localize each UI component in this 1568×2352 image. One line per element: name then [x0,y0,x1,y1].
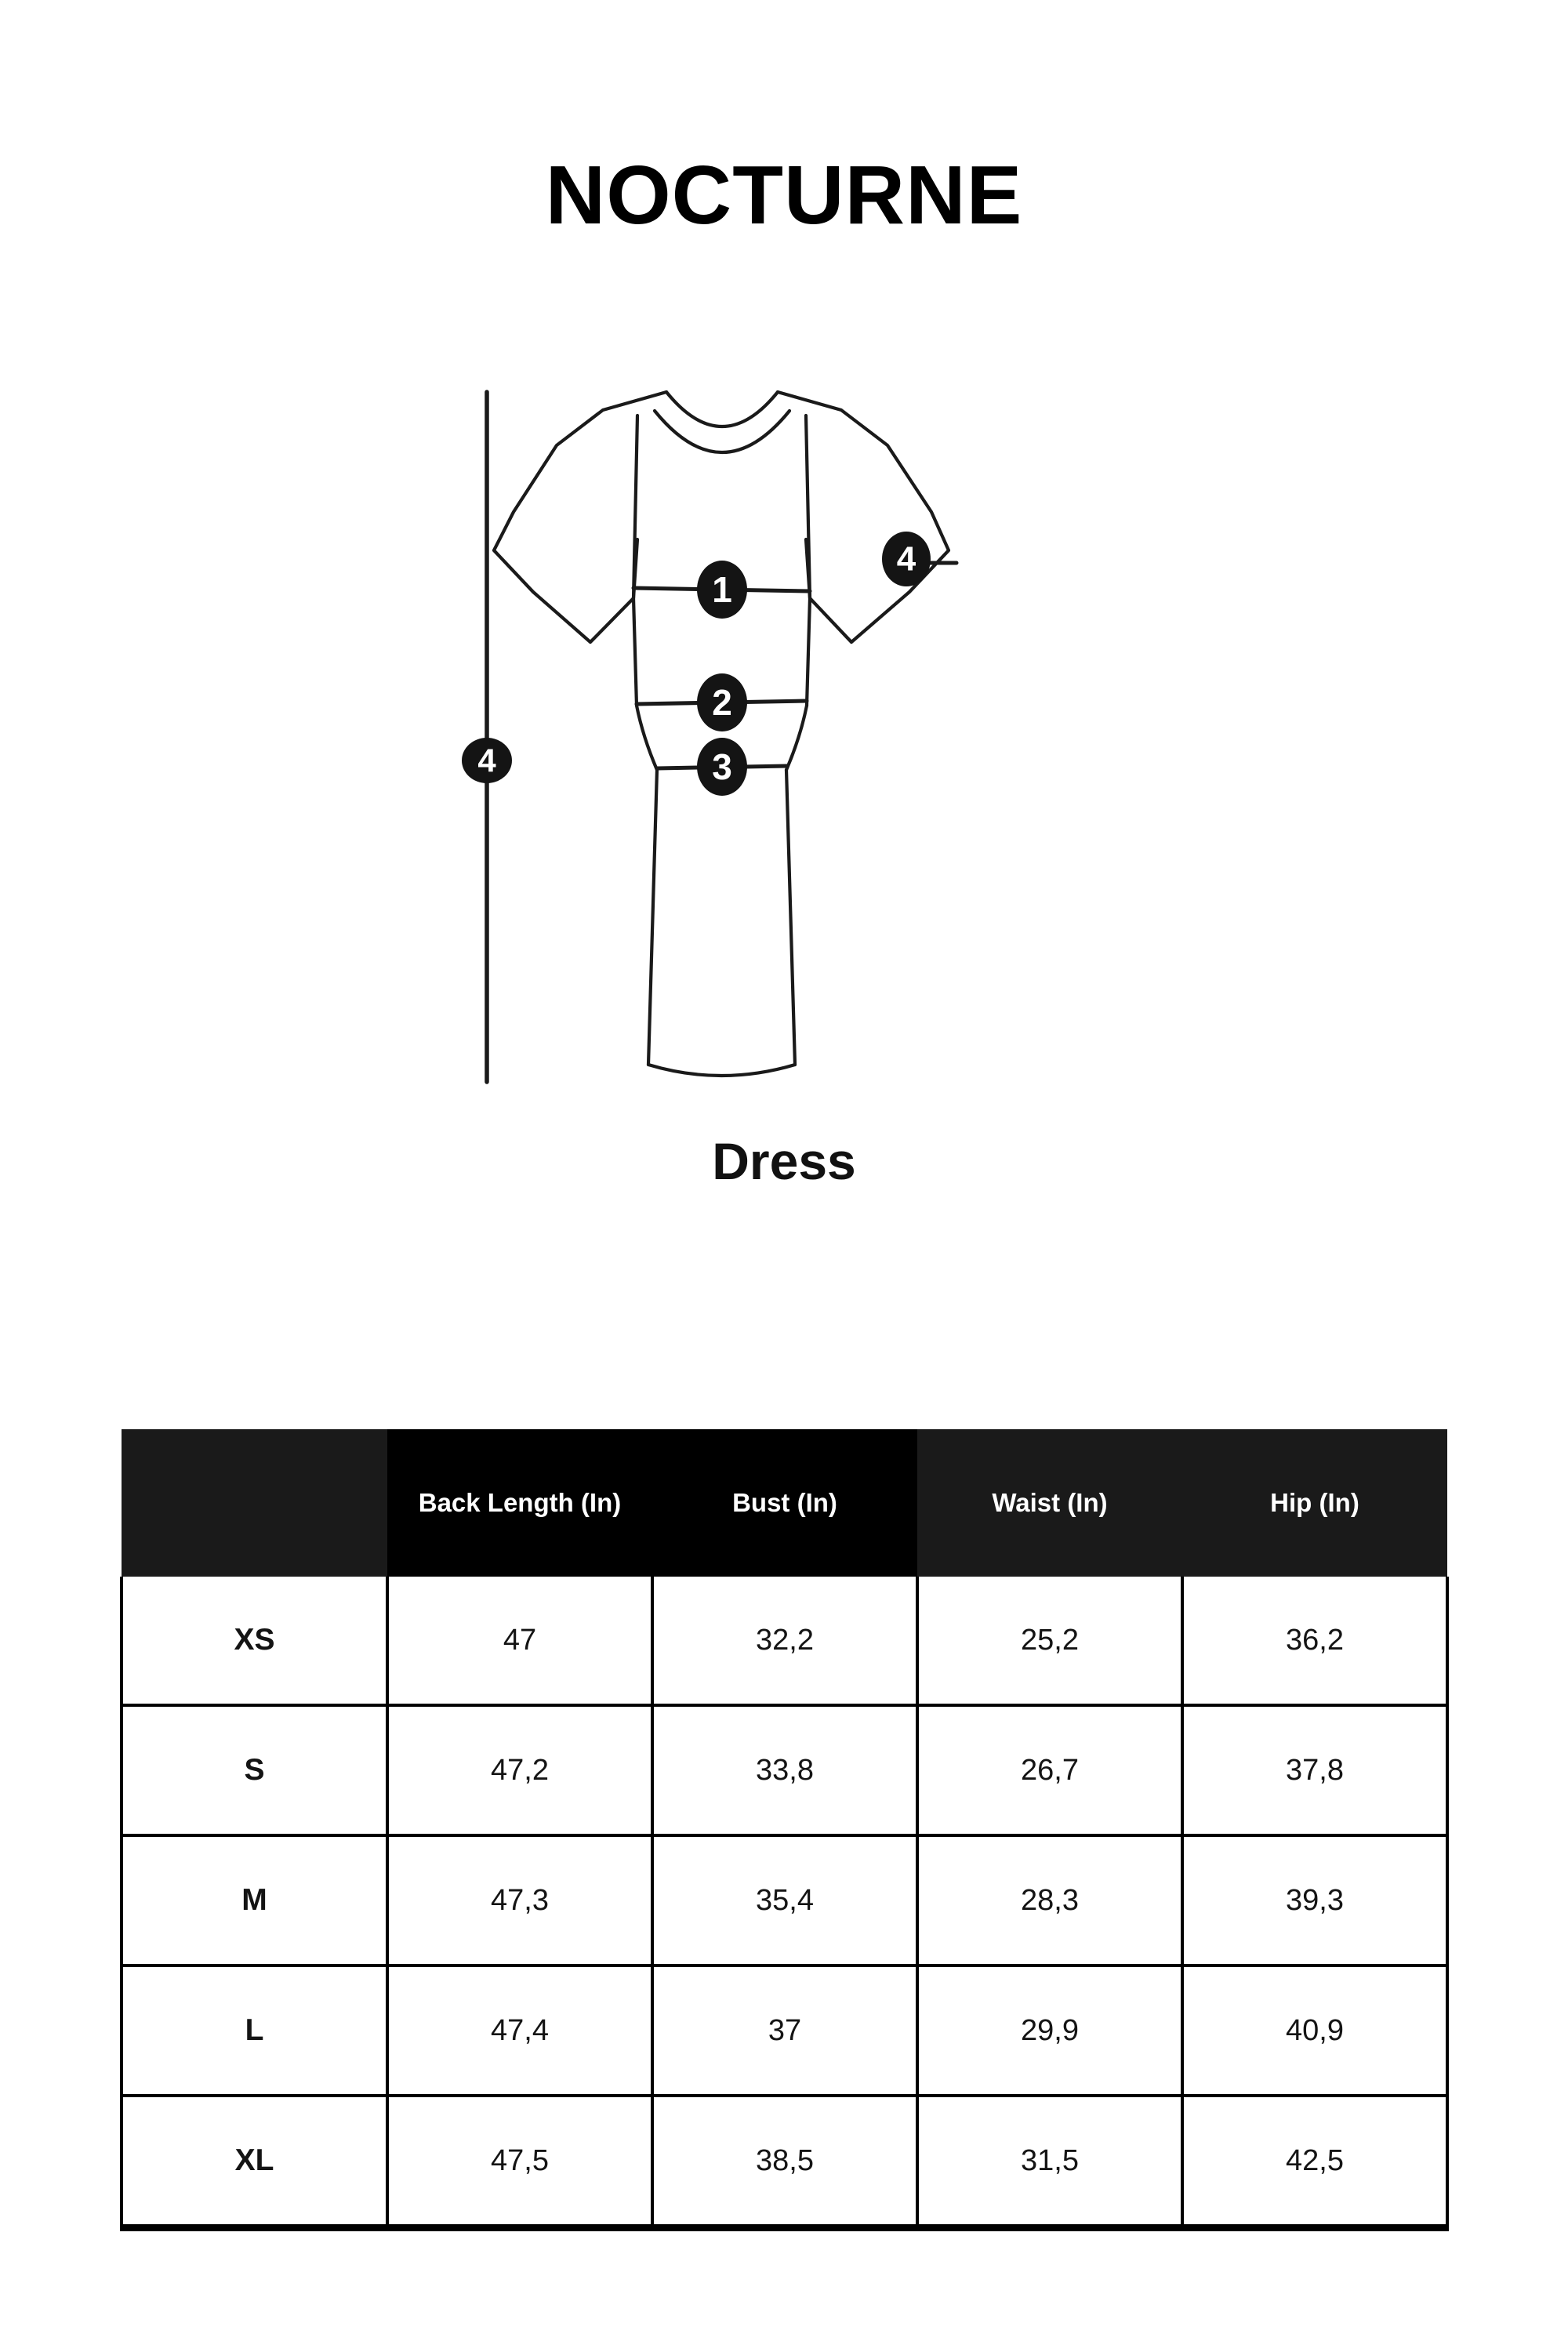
cell-bust: 38,5 [652,2096,919,2231]
left-bodice-side [631,596,639,708]
cell-hip: 42,5 [1182,2096,1449,2231]
table-row: XS 47 32,2 25,2 36,2 [120,1577,1449,1707]
cell-waist: 26,7 [917,1705,1184,1837]
hem-line [646,1062,797,1078]
column-header-hip: Hip (In) [1182,1429,1447,1577]
left-armhole-seam [631,413,640,601]
marker-back-length-label: 4 [477,742,496,779]
table-row: M 47,3 35,4 28,3 39,3 [120,1835,1449,1967]
marker-sleeve-icon: 4 [882,532,931,586]
size-chart-body: XS 47 32,2 25,2 36,2 S 47,2 33,8 26,7 37… [120,1577,1449,2231]
right-armhole-seam [804,413,812,601]
cell-hip: 36,2 [1182,1577,1449,1707]
table-row: S 47,2 33,8 26,7 37,8 [120,1705,1449,1837]
cell-hip: 39,3 [1182,1835,1449,1967]
cell-waist: 29,9 [917,1965,1184,2097]
cell-hip: 37,8 [1182,1705,1449,1837]
cell-back-length: 47 [387,1577,654,1707]
table-row: L 47,4 37 29,9 40,9 [120,1965,1449,2097]
right-bodice-side [804,596,812,708]
marker-bust-label: 1 [712,569,732,610]
left-sleeve-outline [492,390,669,644]
marker-hip-label: 3 [712,746,732,787]
brand-title: NOCTURNE [545,149,1023,241]
neckline-inner [652,408,792,455]
right-waist-to-hip [784,703,809,772]
size-chart-table-container: Back Length (In) Bust (In) Waist (In) Hi… [120,1429,1449,2231]
garment-caption: Dress [712,1132,856,1190]
cell-bust: 33,8 [652,1705,919,1837]
table-row: XL 47,5 38,5 31,5 42,5 [120,2096,1449,2231]
column-header-bust: Bust (In) [652,1429,917,1577]
marker-sleeve-label: 4 [897,540,916,579]
cell-size: L [120,1965,389,2097]
size-chart-table: Back Length (In) Bust (In) Waist (In) Hi… [120,1429,1449,2231]
cell-size: XL [120,2096,389,2231]
cell-bust: 32,2 [652,1577,919,1707]
cell-waist: 25,2 [917,1577,1184,1707]
cell-bust: 37 [652,1965,919,2097]
marker-waist-icon: 2 [697,673,747,731]
right-skirt-side [784,768,797,1067]
cell-waist: 28,3 [917,1835,1184,1967]
dress-technical-drawing: 1 2 3 4 4 [408,368,1035,1121]
cell-size: XS [120,1577,389,1707]
cell-back-length: 47,4 [387,1965,654,2097]
cell-waist: 31,5 [917,2096,1184,2231]
cell-size: M [120,1835,389,1967]
marker-waist-label: 2 [712,682,732,723]
cell-back-length: 47,2 [387,1705,654,1837]
marker-bust-icon: 1 [697,561,747,619]
table-header-row: Back Length (In) Bust (In) Waist (In) Hi… [122,1429,1447,1577]
column-header-size [122,1429,387,1577]
left-waist-to-hip [634,703,659,772]
marker-back-length-icon: 4 [462,738,512,783]
column-header-back-length: Back Length (In) [387,1429,652,1577]
cell-bust: 35,4 [652,1835,919,1967]
cell-back-length: 47,3 [387,1835,654,1967]
size-chart-header: Back Length (In) Bust (In) Waist (In) Hi… [122,1429,1447,1577]
marker-hip-icon: 3 [697,738,747,796]
cell-size: S [120,1705,389,1837]
right-sleeve-outline [775,390,951,644]
cell-hip: 40,9 [1182,1965,1449,2097]
cell-back-length: 47,5 [387,2096,654,2231]
left-skirt-side [646,768,659,1067]
column-header-waist: Waist (In) [917,1429,1182,1577]
neckline-outer [664,390,780,428]
